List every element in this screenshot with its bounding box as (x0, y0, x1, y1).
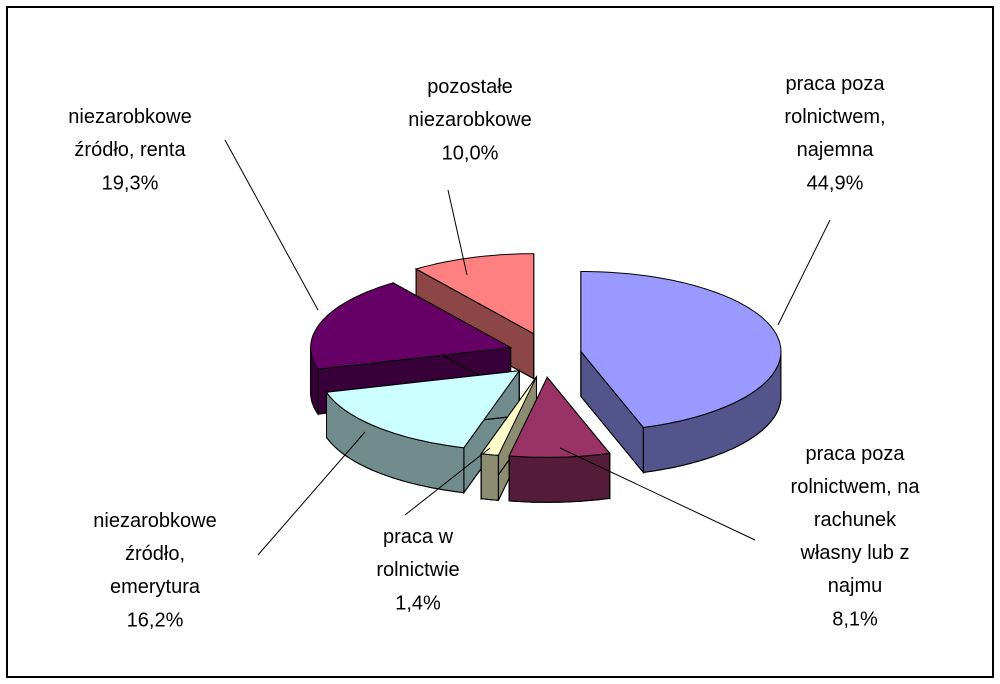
slice-shade (480, 453, 499, 501)
slice-top (580, 271, 782, 429)
slice (580, 271, 782, 474)
slice-value-label: 10,0% (442, 142, 499, 164)
leader-line (559, 447, 756, 541)
slice-label: niezarobkowe źródło, emerytura (93, 510, 216, 598)
slice-value-label: 8,1% (832, 608, 878, 630)
slice (325, 369, 521, 495)
slice-top (310, 282, 513, 370)
slice-shade (508, 452, 611, 503)
slice-value-label: 44,9% (807, 172, 864, 194)
slice (508, 376, 611, 503)
leader-line (224, 139, 319, 311)
slice-label: niezarobkowe źródło, renta (68, 106, 191, 161)
slice-label: praca poza rolnictwem, na rachunek własny l… (791, 443, 921, 597)
leader-line (257, 431, 366, 556)
leader-line (777, 219, 831, 326)
slice-top (414, 253, 535, 335)
slice-label: praca w rolnictwie (376, 526, 459, 581)
slice-top (508, 376, 611, 458)
slice-label: praca poza rolnictwem, najemna (784, 73, 885, 161)
slice-top (325, 370, 521, 449)
slice-value-label: 16,2% (127, 609, 184, 631)
slice-label: pozostałe niezarobkowe (408, 76, 531, 131)
slice-value-label: 19,3% (102, 172, 159, 194)
leader-line (447, 189, 468, 276)
leader-line (404, 447, 491, 516)
slice-value-label: 1,4% (395, 592, 441, 614)
slice-top (480, 376, 537, 456)
